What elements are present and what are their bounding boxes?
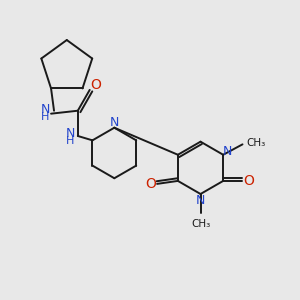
Text: O: O (244, 174, 254, 188)
Text: N: N (110, 116, 119, 129)
Text: H: H (41, 112, 49, 122)
Text: CH₃: CH₃ (191, 219, 210, 229)
Text: O: O (145, 177, 156, 191)
Text: N: N (196, 194, 205, 207)
Text: N: N (40, 103, 50, 116)
Text: CH₃: CH₃ (246, 139, 265, 148)
Text: N: N (66, 127, 75, 140)
Text: H: H (66, 136, 75, 146)
Text: N: N (223, 145, 232, 158)
Text: O: O (90, 78, 101, 92)
